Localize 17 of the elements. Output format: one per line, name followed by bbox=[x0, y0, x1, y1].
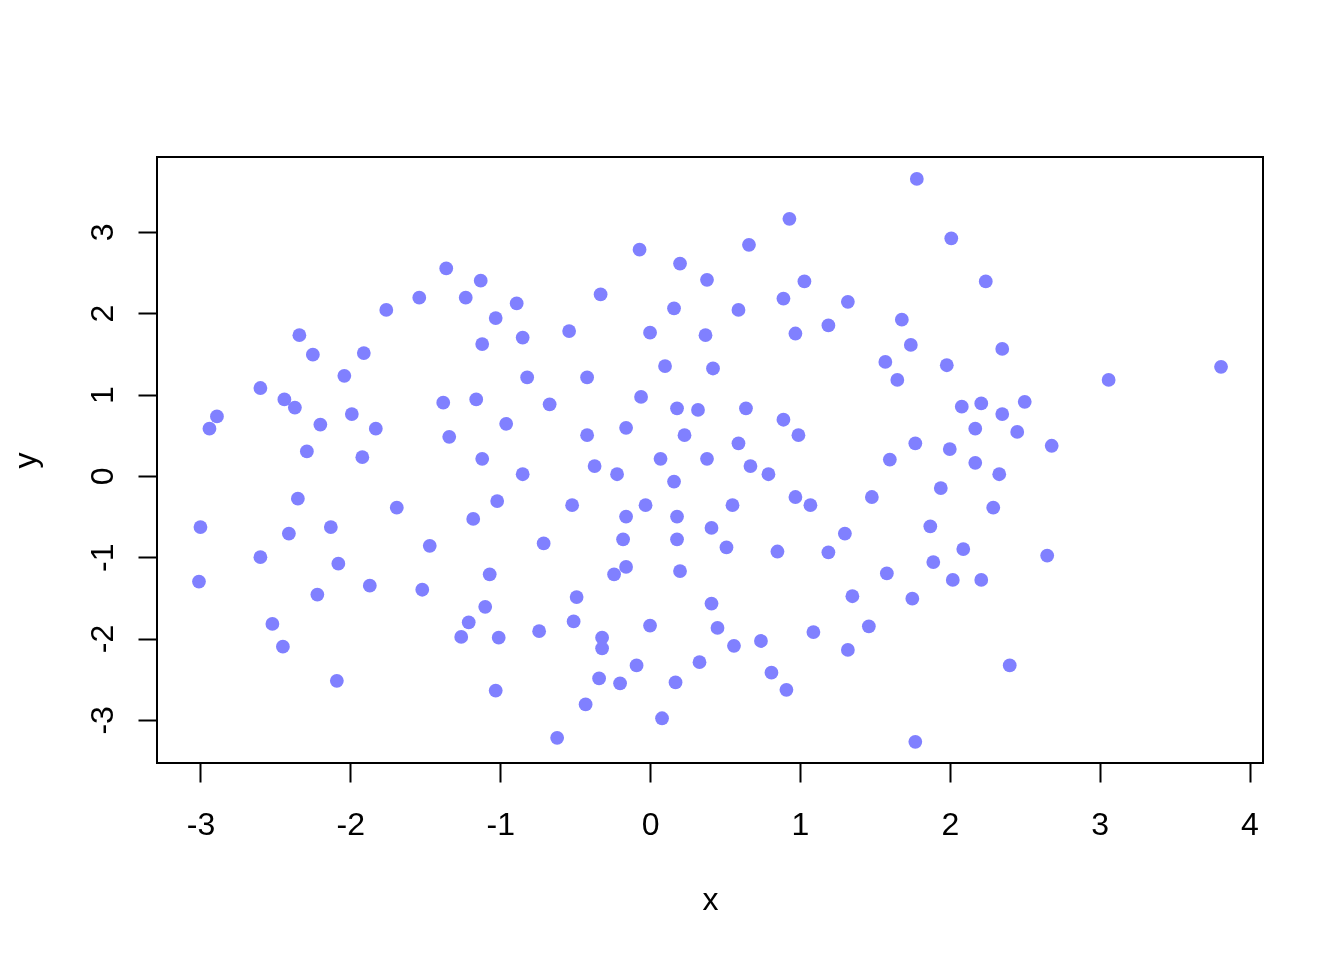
x-tick-label: 3 bbox=[1091, 805, 1110, 842]
x-tick-label: -2 bbox=[336, 805, 366, 842]
y-tick-label: -3 bbox=[83, 706, 120, 735]
y-tick-label: 3 bbox=[83, 223, 120, 242]
y-tick-label: 1 bbox=[83, 386, 120, 404]
y-tick-label: 2 bbox=[83, 304, 120, 323]
x-axis-title: x bbox=[702, 880, 719, 917]
x-tick-label: 2 bbox=[941, 805, 960, 842]
x-tick-label: -1 bbox=[486, 805, 515, 842]
x-tick-label: 1 bbox=[791, 805, 810, 842]
x-tick-label: -3 bbox=[186, 805, 216, 842]
y-tick-label: -1 bbox=[83, 543, 120, 572]
y-axis-title: y bbox=[6, 452, 43, 469]
y-tick-label: 0 bbox=[83, 467, 120, 486]
y-tick-label: -2 bbox=[83, 624, 120, 654]
x-tick-label: 0 bbox=[641, 805, 660, 842]
x-tick-label: 4 bbox=[1241, 805, 1259, 842]
